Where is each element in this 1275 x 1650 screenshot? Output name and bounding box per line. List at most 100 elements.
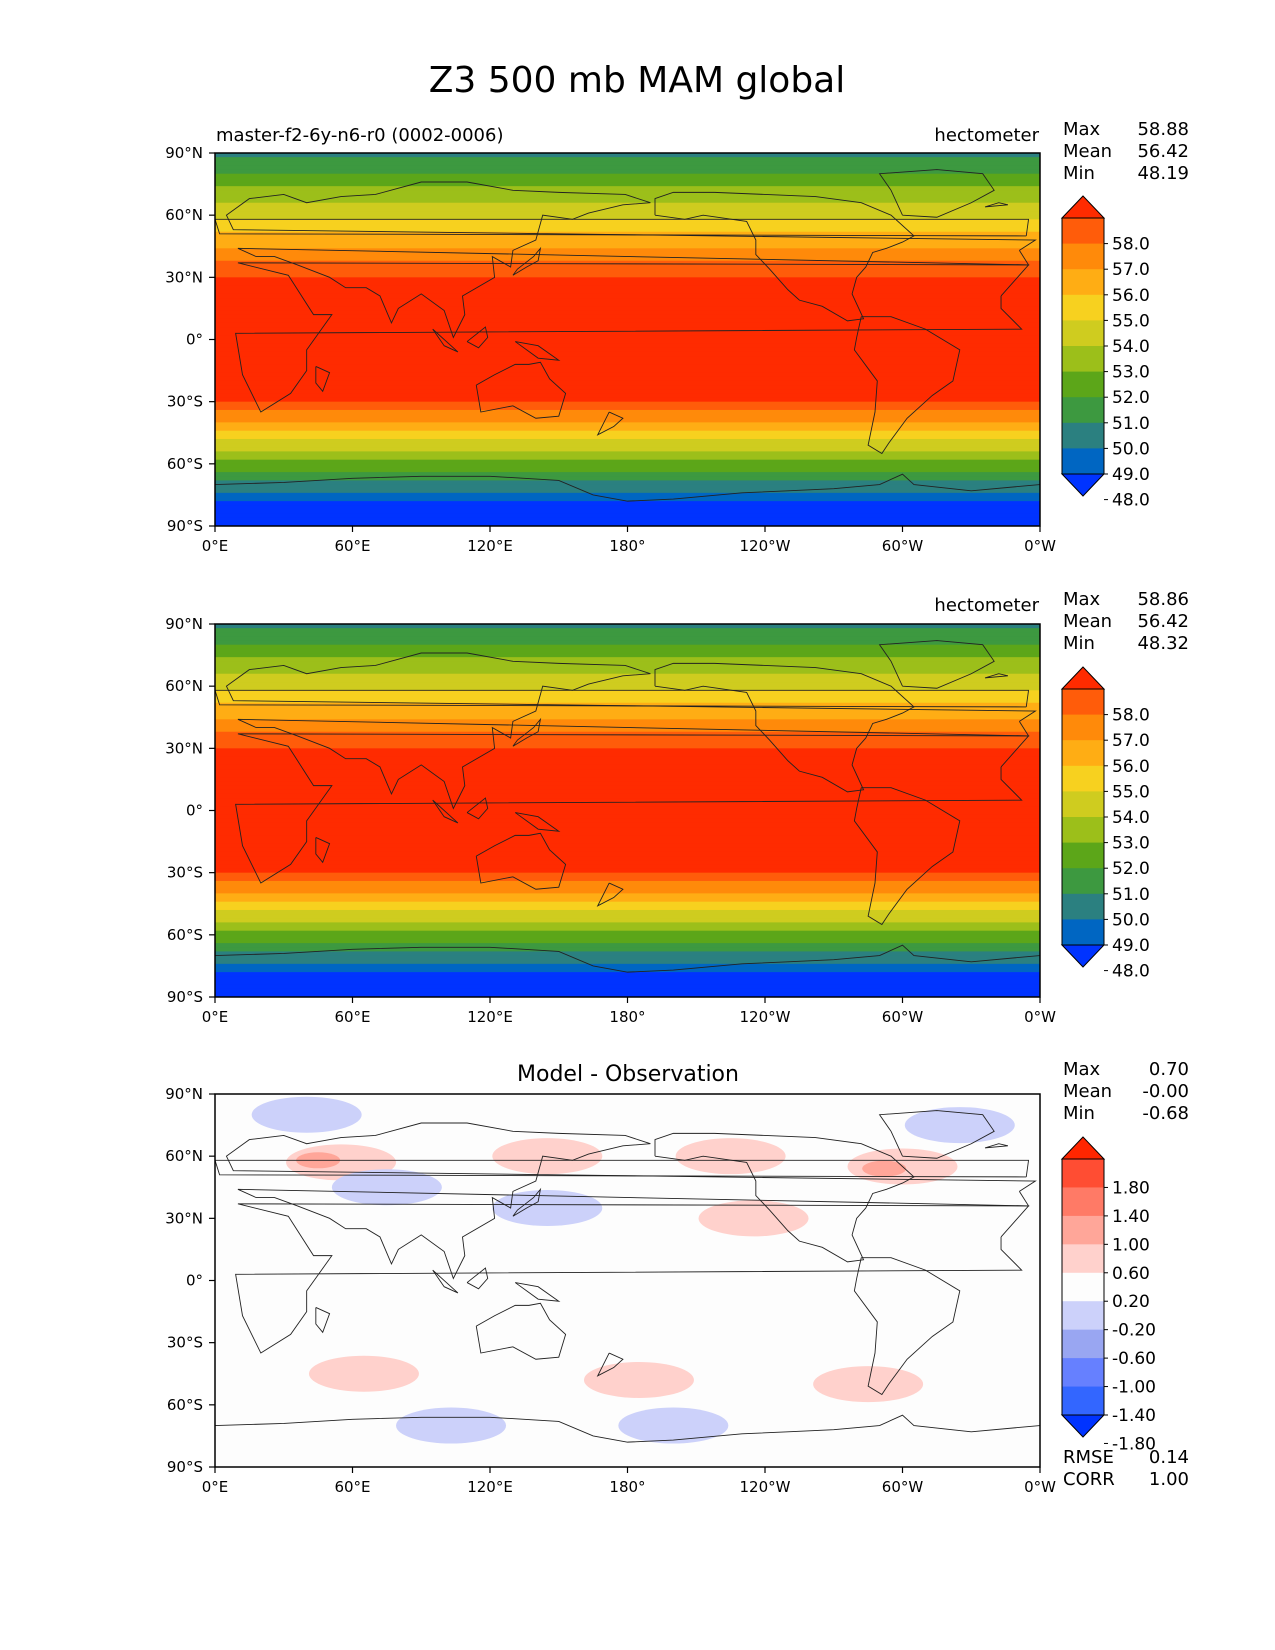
stat-value: 56.42 xyxy=(1137,141,1189,162)
coastline xyxy=(215,944,1040,973)
colorbar-tick-label: 0.60 xyxy=(1112,1264,1150,1284)
field-band xyxy=(215,463,1040,469)
field-band xyxy=(215,943,1040,948)
coastline xyxy=(512,1187,542,1217)
colorbar-segment xyxy=(1062,1187,1104,1217)
field-band xyxy=(215,521,1040,526)
field-band xyxy=(215,322,1040,328)
field-band xyxy=(215,455,1040,461)
field-band xyxy=(215,851,1040,857)
colorbar-tick-label: 57.0 xyxy=(1112,260,1150,280)
field-band xyxy=(215,648,1040,654)
field-band xyxy=(215,186,1040,191)
x-tick-label: 60°E xyxy=(334,537,370,555)
x-tick-label: 120°E xyxy=(467,1008,513,1026)
colorbar-segment xyxy=(1062,765,1104,792)
stat-value: 58.86 xyxy=(1137,589,1189,610)
stat-label: Min xyxy=(1063,163,1095,184)
field-band xyxy=(215,418,1040,423)
coastline xyxy=(225,1122,1037,1280)
field-band xyxy=(215,967,1040,973)
field-band xyxy=(215,876,1040,882)
field-band xyxy=(215,632,1040,638)
field-band xyxy=(215,984,1040,990)
field-band xyxy=(215,665,1040,671)
field-band xyxy=(215,856,1040,861)
field-band xyxy=(215,918,1040,923)
field-band xyxy=(215,677,1040,683)
field-band xyxy=(215,327,1040,332)
field-band xyxy=(215,740,1040,745)
colorbar-tick-label: -1.40 xyxy=(1112,1406,1156,1426)
field-band xyxy=(215,756,1040,762)
field-band xyxy=(215,256,1040,262)
field-band xyxy=(215,451,1040,457)
field-band xyxy=(215,244,1040,249)
coastline xyxy=(596,411,624,436)
coastline xyxy=(215,218,1030,237)
field-band xyxy=(215,868,1040,874)
field-band xyxy=(215,434,1040,440)
colorbar-segment xyxy=(1062,320,1104,347)
field-band xyxy=(215,897,1040,903)
coastline xyxy=(878,640,995,689)
field-band xyxy=(215,922,1040,928)
stat-label: Max xyxy=(1063,589,1101,610)
colorbar-segment xyxy=(1062,842,1104,869)
field-band xyxy=(215,673,1040,679)
y-tick-label: 90°S xyxy=(167,1458,203,1476)
x-tick-label: 0°E xyxy=(202,1478,229,1496)
field-band xyxy=(215,281,1040,287)
x-tick-label: 0°W xyxy=(1024,1478,1056,1496)
axis-ticks: 0°E 60°E 120°E 180° 120°W 60°W 0°W 90°N 60°N 30°N… xyxy=(165,1085,1056,1496)
field-band xyxy=(215,690,1040,696)
anomaly-blob xyxy=(904,1107,1015,1144)
field-band xyxy=(215,980,1040,986)
field-band xyxy=(215,814,1040,820)
field-band xyxy=(215,955,1040,961)
colorbar-extend-bottom xyxy=(1060,944,1106,968)
field-band xyxy=(215,860,1040,865)
field-band xyxy=(215,409,1040,415)
field-band xyxy=(215,289,1040,295)
coastline xyxy=(654,662,915,793)
colorbar-tick-label: 0.20 xyxy=(1112,1292,1150,1312)
field-band xyxy=(215,889,1040,894)
colorbar-frame xyxy=(1061,1158,1105,1416)
field-band xyxy=(215,715,1040,720)
panel-left-title: master-f2-6y-n6-r0 (0002-0006) xyxy=(216,125,503,146)
y-tick-label: 30°S xyxy=(167,864,203,882)
stat-label: Mean xyxy=(1063,1081,1112,1102)
coastline xyxy=(853,1257,961,1396)
y-tick-label: 90°S xyxy=(167,517,203,535)
field-band xyxy=(215,231,1040,237)
field-band xyxy=(215,744,1040,749)
field-band xyxy=(215,706,1040,712)
coastline xyxy=(235,733,1030,884)
field-band xyxy=(215,909,1040,915)
field-band xyxy=(215,628,1040,633)
colorbar-segment xyxy=(1062,740,1104,767)
y-tick-label: 90°N xyxy=(165,144,203,162)
field-band xyxy=(215,760,1040,766)
field-band xyxy=(215,769,1040,774)
field-band xyxy=(215,335,1040,341)
field-band xyxy=(215,988,1040,994)
field-band xyxy=(215,640,1040,646)
field-band xyxy=(215,686,1040,691)
field-band xyxy=(215,901,1040,907)
field-band xyxy=(215,806,1040,812)
coastline xyxy=(475,361,567,419)
field-band xyxy=(215,447,1040,452)
colorbar-segment xyxy=(1062,218,1104,245)
metric-label: CORR xyxy=(1063,1469,1115,1490)
coastline xyxy=(654,1132,915,1263)
x-tick-label: 120°E xyxy=(467,1478,513,1496)
colorbar-segment xyxy=(1062,791,1104,818)
x-tick-label: 60°W xyxy=(882,537,924,555)
colorbar-segment xyxy=(1062,1358,1104,1388)
anomaly-blob xyxy=(667,1413,712,1430)
panel-units: hectometer xyxy=(934,595,1039,616)
y-tick-label: 60°S xyxy=(167,455,203,473)
